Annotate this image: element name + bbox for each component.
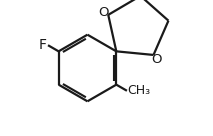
Text: CH₃: CH₃	[128, 84, 151, 97]
Text: O: O	[151, 53, 161, 66]
Text: O: O	[98, 6, 109, 19]
Text: F: F	[39, 38, 47, 52]
